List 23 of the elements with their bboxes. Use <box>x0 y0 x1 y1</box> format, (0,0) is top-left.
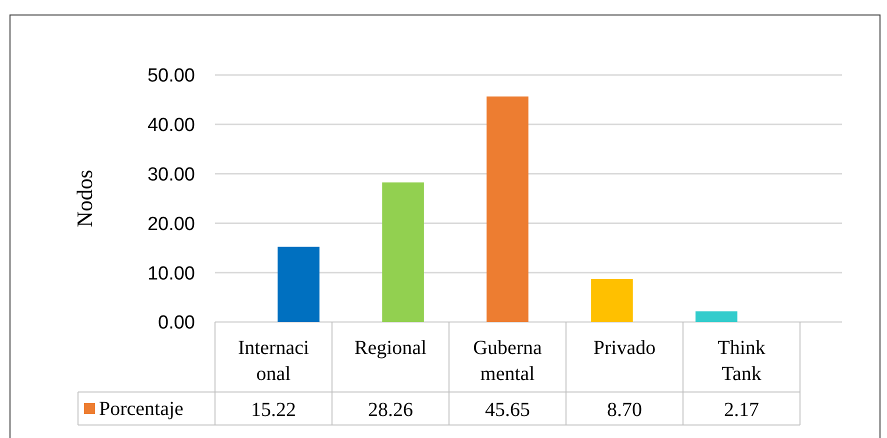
y-tick-label: 40.00 <box>147 115 195 136</box>
bar <box>696 311 738 322</box>
data-label: 45.65 <box>485 399 530 421</box>
data-label: 2.17 <box>724 399 759 421</box>
y-tick-label: 0.00 <box>158 312 195 334</box>
y-tick-label: 10.00 <box>147 263 195 284</box>
data-label: 15.22 <box>251 399 296 421</box>
data-label: 28.26 <box>368 399 413 421</box>
x-tick-label: Internacional <box>238 337 310 385</box>
x-tick-label: Think Tank <box>718 337 766 385</box>
x-tick-label: Gubernamental <box>473 337 542 385</box>
bar <box>278 246 320 322</box>
y-tick-label: 30.00 <box>147 164 195 186</box>
y-axis-title: Nodos <box>72 170 97 228</box>
data-label: 8.70 <box>607 399 642 421</box>
legend-label: Porcentaje <box>99 398 184 420</box>
y-tick-label: 50.00 <box>147 66 195 87</box>
x-tick-label: Privado <box>593 337 656 359</box>
y-tick-label: 20.00 <box>147 214 195 235</box>
bar <box>382 182 424 322</box>
x-tick-label: Regional <box>354 337 428 359</box>
bar <box>591 279 633 322</box>
bar <box>486 96 528 322</box>
